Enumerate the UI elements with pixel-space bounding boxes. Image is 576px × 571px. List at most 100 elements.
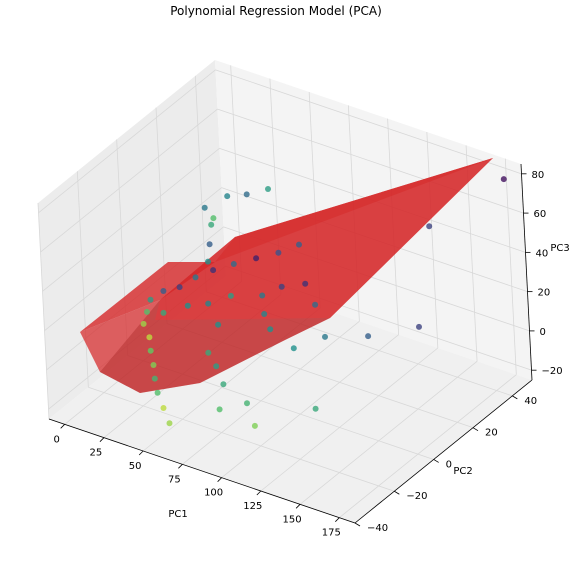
data-point — [227, 292, 234, 299]
y-tick-label: −20 — [406, 491, 427, 502]
data-point — [166, 420, 173, 427]
data-point — [151, 375, 158, 382]
y-tick-mark — [433, 459, 439, 463]
x-tick-mark — [256, 490, 262, 496]
gridline-z-left — [40, 108, 218, 253]
data-point — [259, 292, 266, 299]
data-point — [253, 255, 260, 262]
data-point — [244, 400, 250, 407]
data-point — [184, 302, 191, 309]
x-tick-mark — [295, 504, 301, 509]
y-axis-line — [354, 379, 533, 524]
z-tick-label: −20 — [542, 366, 563, 377]
x-tick-label: 75 — [168, 474, 181, 485]
gridline-z-left — [44, 187, 222, 331]
x-tick-label: 100 — [204, 488, 223, 499]
z-tick-label: 80 — [532, 170, 545, 181]
x-tick-mark — [335, 517, 340, 522]
data-point — [312, 405, 319, 412]
gridline-z-back — [217, 108, 524, 214]
data-point — [243, 191, 250, 198]
data-point — [215, 321, 222, 328]
z-axis-line — [520, 163, 533, 381]
data-point — [220, 381, 227, 388]
gridline-y-left — [37, 202, 50, 420]
gridline-x-back — [426, 131, 439, 349]
surface-upper — [155, 158, 493, 320]
data-point — [192, 274, 199, 281]
z-axis-label: PC3 — [550, 243, 569, 254]
data-point — [206, 241, 213, 248]
surface-fold-left — [80, 262, 215, 332]
data-point — [426, 223, 433, 230]
data-point — [140, 320, 147, 327]
gridline-x-floor — [260, 347, 439, 492]
z-tick-label: 20 — [538, 288, 551, 299]
surface-top-wing — [215, 158, 493, 262]
data-point — [296, 241, 302, 248]
data-point — [150, 362, 157, 368]
data-point — [251, 422, 258, 429]
data-point — [265, 186, 271, 192]
regression-surface — [80, 158, 493, 393]
gridline-z-left — [42, 148, 220, 292]
x-axis-label: PC1 — [168, 509, 187, 520]
gridline-x-floor — [182, 321, 360, 465]
x-tick-mark — [217, 477, 222, 482]
gridline-z-back — [215, 69, 522, 175]
gridline-y-left — [194, 75, 207, 292]
data-point — [267, 326, 274, 333]
data-point — [302, 280, 309, 287]
data-point — [210, 215, 217, 222]
gridline-x-floor — [339, 374, 517, 518]
y-tick-mark — [472, 427, 479, 432]
data-point — [205, 300, 212, 307]
gridline-x-floor — [299, 361, 478, 505]
x-tick-label: 0 — [54, 434, 60, 445]
data-point — [261, 311, 268, 317]
x-tick-mark — [99, 437, 105, 442]
z-tick-label: 40 — [536, 248, 549, 259]
data-point — [147, 296, 154, 303]
x-tick-label: 125 — [243, 501, 262, 512]
x-tick-label: 150 — [283, 514, 302, 525]
z-tick-label: 60 — [534, 209, 547, 220]
data-point — [160, 405, 167, 411]
axis-lines — [48, 163, 533, 524]
data-point — [201, 204, 208, 211]
data-point — [210, 267, 217, 274]
data-point — [216, 406, 223, 413]
y-tick-label: 20 — [485, 428, 498, 439]
data-point — [500, 176, 507, 183]
y-tick-mark — [512, 395, 518, 400]
data-point — [147, 347, 154, 354]
y-axis-label: PC2 — [453, 466, 472, 477]
gridline-x-floor — [221, 334, 399, 478]
data-point — [160, 309, 167, 316]
chart-title: Polynomial Regression Model (PCA) — [170, 4, 382, 18]
x-tick-label: 25 — [90, 448, 103, 459]
data-point — [290, 345, 297, 352]
gridline-y-left — [76, 171, 89, 388]
axis-labels: PC1 PC2 PC3 — [168, 243, 569, 520]
y-tick-mark — [354, 522, 361, 527]
y-tick-label: 0 — [446, 459, 452, 470]
data-point — [144, 308, 150, 315]
data-point — [205, 258, 211, 265]
surface-shadow — [100, 300, 330, 393]
data-point — [213, 363, 220, 370]
data-point — [154, 389, 161, 396]
x-tick-mark — [178, 464, 183, 469]
data-point — [312, 301, 319, 308]
data-point — [275, 249, 282, 256]
tick-labels: 0 25 50 75 100 125 150 175 40 20 0 −20 −40 80 60 40 20 0 −… — [54, 170, 563, 539]
x-tick-mark — [60, 424, 65, 429]
x-tick-mark — [138, 450, 144, 456]
data-point — [146, 334, 153, 341]
data-point — [208, 221, 215, 228]
gridline-x-back — [504, 158, 517, 375]
x-tick-label: 175 — [322, 528, 341, 539]
data-points — [140, 176, 507, 429]
data-point — [205, 349, 212, 356]
